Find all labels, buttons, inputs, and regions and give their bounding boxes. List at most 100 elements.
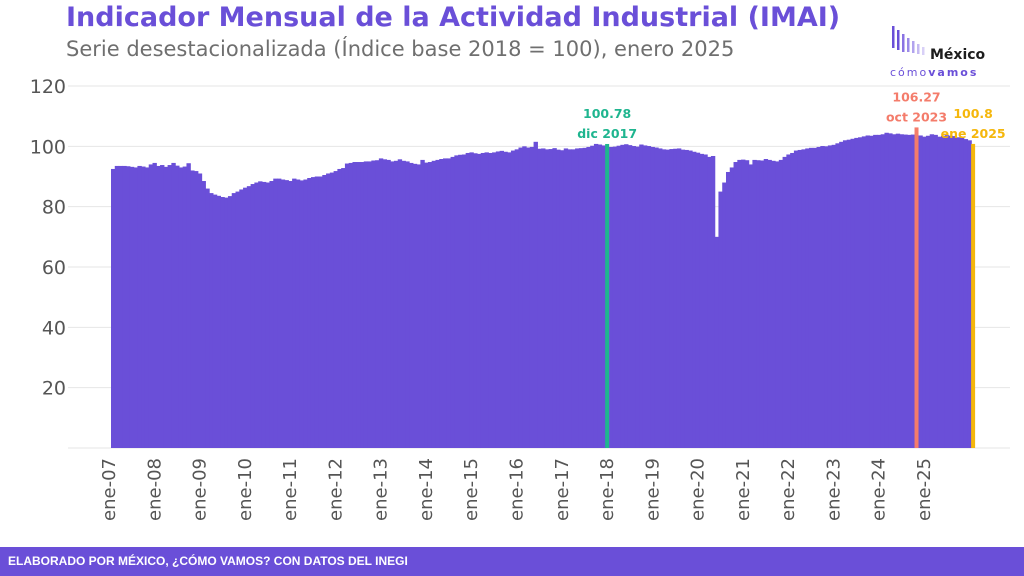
bar — [190, 170, 195, 448]
bar — [171, 162, 176, 448]
bar — [401, 160, 406, 448]
bar — [277, 178, 282, 449]
bar — [209, 193, 214, 448]
bar — [111, 168, 116, 448]
bar — [329, 172, 335, 448]
bar — [265, 182, 271, 448]
bar — [529, 146, 535, 448]
bar — [941, 135, 946, 448]
bar — [559, 150, 565, 448]
bar — [578, 148, 584, 448]
bar — [375, 160, 380, 448]
bar — [231, 193, 237, 448]
bar — [590, 145, 595, 449]
bar — [854, 137, 859, 448]
bar — [725, 171, 731, 449]
imai-bar-chart: 20 40 60 80 100 120 100.78 dic 2017 106.27 oct 20… — [30, 76, 1010, 521]
bar — [824, 146, 829, 448]
bar — [427, 162, 433, 448]
bar — [175, 165, 180, 448]
bar — [733, 162, 738, 448]
bar — [261, 181, 267, 448]
y-tick-label: 120 — [30, 76, 66, 98]
bar — [710, 155, 716, 449]
bar — [526, 147, 531, 449]
bar — [741, 159, 746, 449]
bar — [880, 134, 886, 448]
highlight-value-label: 106.27 — [892, 89, 940, 104]
bar — [959, 137, 965, 448]
bar — [676, 148, 682, 448]
highlight-value-label: 100.78 — [583, 106, 631, 121]
bar — [816, 146, 821, 448]
mexico-como-vamos-logo: México cómovamos — [888, 22, 1008, 82]
bar — [450, 156, 455, 448]
bar — [842, 140, 848, 449]
bar — [443, 158, 448, 448]
bar — [929, 134, 935, 448]
bar — [533, 141, 538, 448]
bar — [201, 181, 206, 448]
bar — [326, 173, 331, 449]
bar — [178, 167, 184, 448]
bar — [194, 171, 199, 448]
bar — [239, 189, 244, 448]
bar — [544, 149, 550, 448]
bar — [695, 152, 701, 449]
bar — [642, 145, 648, 448]
bar — [243, 187, 248, 448]
x-tick-label: ene-18 — [597, 458, 618, 521]
bar — [250, 184, 255, 449]
bar — [114, 165, 120, 448]
bar — [356, 162, 361, 448]
bar — [129, 166, 135, 448]
bar — [714, 236, 720, 448]
bar — [118, 165, 123, 448]
bar — [673, 148, 678, 448]
bar — [269, 181, 274, 448]
bar — [522, 146, 527, 448]
bar — [148, 164, 154, 448]
bar — [808, 147, 814, 448]
bar — [216, 195, 222, 448]
bar — [160, 165, 165, 449]
bar — [205, 188, 210, 448]
bar — [892, 134, 897, 448]
x-tick-label: ene-23 — [823, 458, 844, 521]
x-tick-label: ene-13 — [371, 458, 392, 521]
bar — [420, 159, 425, 448]
highlight-bar — [971, 143, 976, 449]
bar — [197, 173, 203, 449]
bar — [775, 161, 780, 449]
bar — [646, 146, 652, 448]
bar — [488, 152, 493, 448]
bar — [212, 194, 218, 448]
bar — [333, 171, 338, 448]
bar — [933, 134, 938, 448]
highlight-value-label: 100.8 — [953, 106, 993, 121]
bar — [786, 154, 791, 449]
highlight-date-label: oct 2023 — [886, 109, 947, 124]
bar — [858, 137, 863, 448]
x-tick-label: ene-07 — [99, 458, 120, 521]
bar — [454, 155, 459, 448]
bar — [386, 159, 391, 448]
bar — [759, 160, 765, 448]
bar — [631, 146, 637, 448]
bar — [571, 149, 576, 448]
bar — [322, 174, 327, 449]
x-tick-label: ene-20 — [688, 458, 709, 521]
bar — [122, 165, 127, 448]
bar — [937, 136, 942, 448]
footer-bar: ELABORADO POR MÉXICO, ¿CÓMO VAMOS? CON D… — [0, 547, 1024, 576]
bar — [280, 179, 286, 448]
bar — [186, 163, 191, 449]
bar — [167, 165, 172, 449]
bar — [480, 152, 486, 448]
bar — [873, 134, 878, 448]
bar — [767, 159, 772, 448]
bar — [363, 161, 369, 449]
bar — [156, 165, 161, 448]
bar — [341, 168, 346, 449]
bar — [820, 146, 825, 448]
